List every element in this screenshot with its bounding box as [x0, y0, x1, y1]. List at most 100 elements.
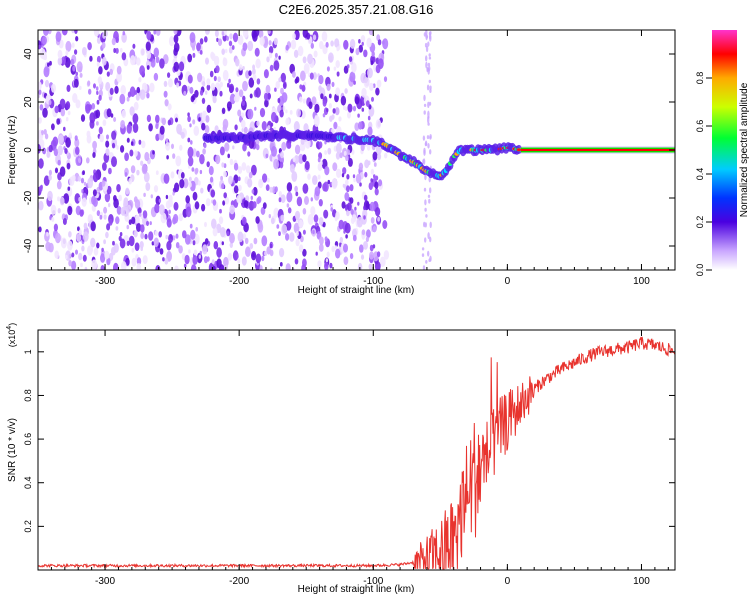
noise-speck	[131, 247, 135, 253]
noise-speck	[352, 174, 356, 179]
noise-speck	[220, 175, 224, 181]
noise-speck	[149, 221, 152, 226]
noise-speck	[206, 78, 211, 86]
noise-speck	[426, 84, 430, 91]
noise-speck	[187, 85, 190, 91]
noise-speck	[83, 181, 87, 186]
noise-speck	[197, 180, 201, 186]
noise-speck	[280, 72, 286, 83]
noise-speck	[165, 234, 168, 240]
noise-speck	[255, 58, 261, 69]
colorbar-ticks: 0.0 0.2 0.4 0.6 0.8	[695, 72, 712, 276]
noise-speck	[113, 117, 117, 122]
noise-speck	[375, 144, 382, 156]
noise-speck	[38, 158, 44, 169]
y-tick-label: 0.6	[23, 433, 33, 446]
noise-speck	[424, 42, 428, 48]
noise-speck	[38, 81, 42, 90]
noise-speck	[92, 172, 99, 183]
noise-speck	[279, 161, 284, 169]
noise-speck	[148, 231, 154, 241]
noise-speck	[184, 254, 190, 265]
noise-speck	[332, 108, 336, 114]
noise-speck	[349, 71, 356, 83]
noise-speck	[240, 119, 246, 129]
noise-speck	[91, 195, 97, 205]
noise-speck	[292, 33, 296, 40]
noise-speck	[335, 211, 340, 220]
noise-speck	[372, 151, 378, 161]
noise-speck	[155, 133, 160, 142]
noise-speck	[185, 195, 190, 204]
noise-speck	[219, 208, 222, 214]
snr-panel: -300 -200 -100 0 100 0.2 0.4 0.6 0.8 1 Height of…	[6, 323, 676, 595]
noise-speck	[280, 194, 286, 204]
noise-speck	[212, 227, 218, 237]
noise-speck	[223, 192, 227, 199]
noise-speck	[51, 217, 55, 222]
noise-speck	[106, 71, 110, 77]
noise-speck	[424, 199, 427, 206]
noise-speck	[111, 142, 116, 149]
noise-speck	[126, 224, 130, 230]
noise-speck	[178, 61, 185, 72]
noise-speck	[155, 114, 160, 124]
noise-speck	[99, 214, 103, 220]
noise-speck	[203, 143, 207, 149]
noise-speck	[73, 78, 79, 88]
noise-speck	[54, 250, 59, 259]
noise-speck	[54, 105, 59, 114]
noise-speck	[376, 251, 381, 258]
noise-speck	[327, 147, 332, 155]
noise-speck	[299, 96, 303, 103]
noise-speck	[48, 99, 52, 105]
noise-speck	[263, 92, 269, 101]
noise-speck	[74, 138, 80, 148]
noise-speck	[277, 98, 281, 103]
noise-speck	[266, 246, 272, 255]
noise-speck	[168, 194, 173, 203]
noise-speck	[44, 79, 50, 88]
noise-speck	[205, 90, 208, 95]
noise-speck	[210, 189, 216, 198]
noise-speck	[176, 82, 180, 88]
noise-speck	[190, 264, 197, 270]
noise-speck	[72, 93, 78, 103]
noise-speck	[300, 70, 306, 82]
noise-speck	[312, 34, 317, 41]
noise-speck	[205, 198, 211, 207]
noise-speck	[360, 72, 367, 84]
noise-speck	[302, 248, 307, 257]
noise-speck	[87, 177, 94, 189]
noise-speck	[325, 41, 329, 48]
noise-speck	[149, 82, 155, 93]
noise-speck	[134, 242, 140, 251]
x-tick-label: 0	[505, 576, 511, 587]
noise-speck	[227, 252, 233, 261]
noise-speck	[295, 230, 299, 237]
noise-speck	[344, 106, 348, 111]
noise-speck	[359, 182, 362, 187]
noise-speck	[106, 257, 111, 266]
noise-speck	[247, 40, 254, 52]
noise-speck	[243, 126, 248, 134]
noise-speck	[95, 86, 99, 91]
noise-speck	[75, 36, 79, 42]
snr-x-label: Height of straight line (km)	[298, 584, 415, 595]
noise-speck	[143, 172, 150, 183]
noise-speck	[253, 237, 258, 245]
noise-speck	[141, 163, 148, 175]
noise-speck	[142, 83, 145, 88]
noise-speck	[329, 262, 333, 269]
noise-speck	[136, 57, 141, 66]
noise-speck	[75, 71, 78, 77]
noise-speck	[212, 95, 217, 104]
noise-speck	[109, 87, 114, 95]
noise-speck	[321, 31, 328, 42]
noise-speck	[68, 132, 72, 138]
noise-speck	[290, 39, 297, 50]
noise-speck	[373, 174, 376, 179]
noise-speck	[242, 143, 247, 152]
noise-speck	[105, 140, 110, 148]
